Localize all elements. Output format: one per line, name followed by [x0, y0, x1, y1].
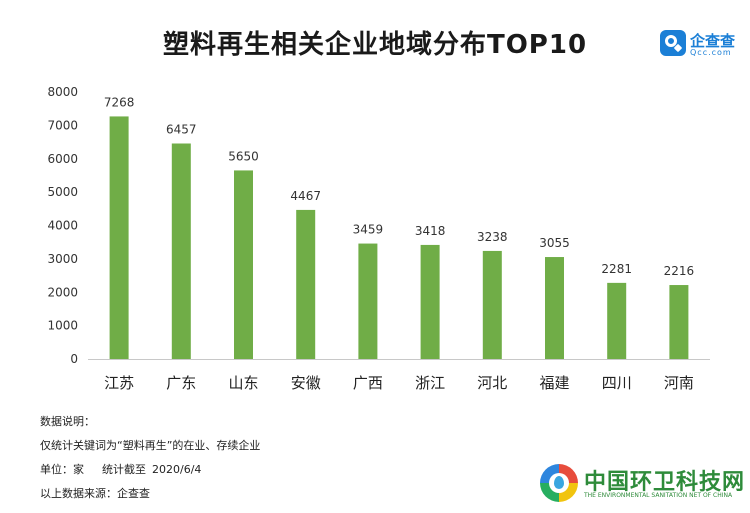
x-axis: 江苏 广东 山东 安徽 广西 浙江 河北 福建 四川 河南	[88, 359, 710, 392]
bar	[171, 143, 191, 359]
data-notes: 数据说明： 仅统计关键词为“塑料再生”的在业、存续企业 单位：家 统计截至 2020…	[40, 410, 260, 506]
data-label: 2216	[664, 264, 695, 278]
x-tick-label: 广东	[166, 374, 196, 392]
y-tick-label: 3000	[47, 252, 78, 266]
notes-unit: 单位：家	[40, 463, 84, 476]
brand-subtitle: THE ENVIRONMENTAL SANITATION NET OF CHIN…	[584, 492, 733, 499]
y-tick-label: 6000	[47, 152, 78, 166]
y-axis: 0 1000 2000 3000 4000 5000 6000 7000 8000	[47, 85, 78, 366]
qcc-logo: 企查查 Qcc.com	[660, 30, 740, 60]
bar	[420, 244, 440, 359]
data-label: 7268	[104, 95, 135, 109]
bar	[358, 243, 378, 359]
y-tick-label: 7000	[47, 118, 78, 132]
chart-title: 塑料再生相关企业地域分布TOP10	[162, 30, 588, 60]
data-label: 3238	[477, 230, 508, 244]
y-tick-label: 4000	[47, 219, 78, 233]
x-tick-label: 四川	[602, 374, 632, 392]
y-tick-label: 8000	[47, 85, 78, 99]
qcc-logo-domain: Qcc.com	[690, 48, 732, 57]
notes-source: 以上数据来源：企查查	[40, 487, 150, 500]
brand-watermark: 中国环卫科技网 THE ENVIRONMENTAL SANITATION NET…	[540, 462, 745, 506]
notes-stat-label: 统计截至	[102, 463, 146, 476]
y-tick-label: 2000	[47, 285, 78, 299]
notes-unit-line: 单位：家 统计截至 2020/6/4	[40, 458, 260, 482]
bar	[607, 282, 627, 359]
data-label: 4467	[290, 189, 321, 203]
data-label: 3418	[415, 224, 446, 238]
notes-scope: 仅统计关键词为“塑料再生”的在业、存续企业	[40, 439, 261, 452]
qcc-magnifier-icon	[660, 30, 686, 56]
x-tick-label: 广西	[353, 374, 383, 392]
x-tick-label: 安徽	[291, 374, 321, 392]
data-label: 6457	[166, 122, 197, 136]
brand-emblem-icon	[540, 464, 578, 502]
data-label: 3459	[353, 223, 384, 237]
x-tick-label: 河北	[477, 374, 507, 392]
bar	[482, 250, 502, 359]
notes-stat-date: 2020/6/4	[152, 463, 202, 476]
x-tick-label: 河南	[664, 374, 694, 392]
bar	[669, 285, 689, 359]
data-label: 5650	[228, 149, 259, 163]
notes-heading: 数据说明：	[40, 415, 95, 428]
bar	[234, 170, 253, 359]
bar	[545, 257, 564, 359]
x-tick-label: 浙江	[415, 374, 445, 392]
y-tick-label: 0	[70, 352, 78, 366]
x-tick-label: 江苏	[104, 374, 134, 392]
y-tick-label: 1000	[47, 319, 78, 333]
x-tick-label: 福建	[539, 374, 569, 392]
data-label: 3055	[539, 236, 570, 250]
brand-name: 中国环卫科技网	[584, 470, 746, 495]
y-tick-label: 5000	[47, 185, 78, 199]
x-tick-label: 山东	[228, 374, 258, 392]
data-label: 2281	[601, 262, 632, 276]
bars: 7268 6457 5650 4467 3459 3418 3238 3055 2281 2216	[104, 95, 694, 359]
qcc-logo-name: 企查查	[690, 32, 736, 50]
bar	[109, 116, 129, 359]
bar	[296, 209, 316, 359]
